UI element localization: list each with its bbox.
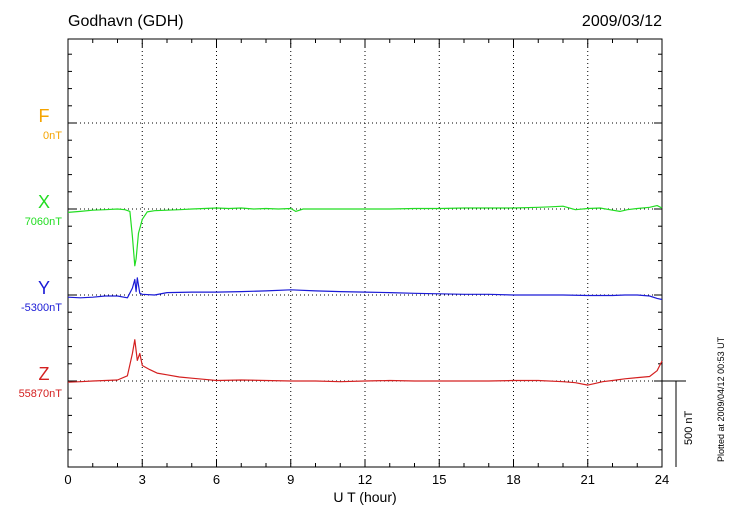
scale-bar: 500 nT <box>662 380 695 467</box>
date-label: 2009/03/12 <box>582 13 662 30</box>
series-lines <box>67 205 663 386</box>
channel-baseline-z: 55870nT <box>19 388 63 400</box>
channel-baseline-f: 0nT <box>43 130 62 142</box>
channel-label-f: F <box>39 106 50 126</box>
series-line-z <box>67 339 663 386</box>
x-tick-label: 21 <box>581 472 595 487</box>
plotted-at-note: Plotted at 2009/04/12 00:53 UT <box>716 336 726 462</box>
channel-label-z: Z <box>39 364 50 384</box>
x-tick-label: 0 <box>64 472 71 487</box>
channel-label-y: Y <box>38 278 50 298</box>
channel-baseline-y: -5300nT <box>21 302 62 314</box>
x-tick-label: 3 <box>139 472 146 487</box>
x-tick-label: 24 <box>655 472 669 487</box>
x-tick-label: 18 <box>506 472 520 487</box>
axis-ticks <box>67 39 663 467</box>
grid <box>68 39 662 467</box>
x-tick-label: 15 <box>432 472 446 487</box>
series-line-y <box>67 277 663 301</box>
station-title: Godhavn (GDH) <box>68 13 184 30</box>
series-line-x <box>67 205 663 267</box>
channel-labels: F 0nT X 7060nT Y -5300nT Z 55870nT <box>19 106 63 400</box>
x-tick-label: 9 <box>287 472 294 487</box>
x-tick-label: 6 <box>213 472 220 487</box>
x-axis-label: U T (hour) <box>333 489 396 505</box>
channel-baseline-x: 7060nT <box>25 216 63 228</box>
x-tick-label: 12 <box>358 472 372 487</box>
scale-bar-label: 500 nT <box>683 410 695 445</box>
x-tick-labels: 0 3 6 9 12 15 18 21 24 <box>64 472 669 487</box>
channel-label-x: X <box>38 192 50 212</box>
